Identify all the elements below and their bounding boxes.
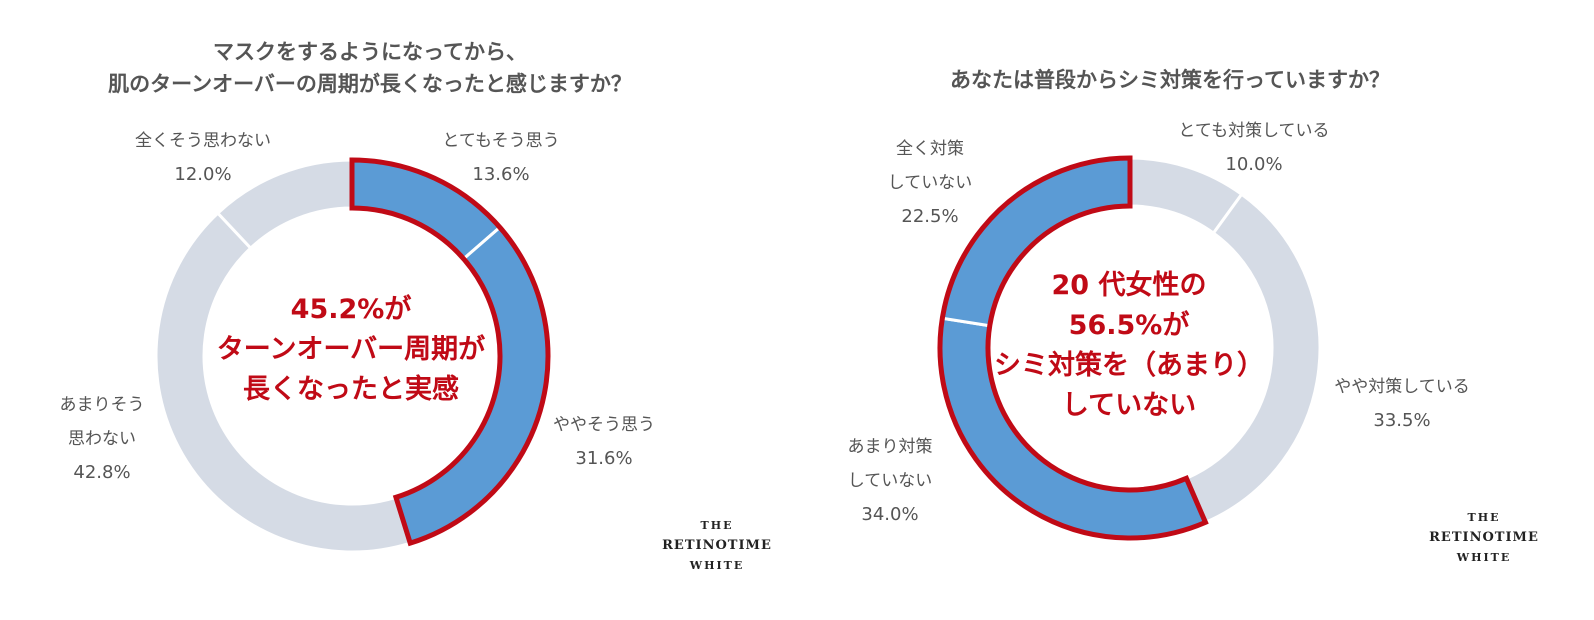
brand-line: THE (1467, 511, 1501, 524)
slice-label: していない (847, 471, 933, 491)
slice-label: していない (887, 173, 973, 193)
slice-label: あまり対策 (847, 437, 933, 457)
chart1-title: マスクをするようになってから、 肌のターンオーバーの周期が長くなったと感じますか… (20, 36, 720, 100)
slice-value: 13.6% (472, 164, 530, 185)
center-line: 20 代女性の (1051, 270, 1207, 301)
slice-label: 全く対策 (896, 139, 964, 159)
brand-line: RETINOTIME (1429, 530, 1539, 545)
chart1-center-text: 45.2%が ターンオーバー周期が 長くなったと実感 (217, 290, 485, 410)
chart2-center-text: 20 代女性の 56.5%が シミ対策を（あまり） していない (994, 266, 1264, 426)
slice-label: あまりそう (59, 395, 145, 415)
center-line: 長くなったと実感 (242, 374, 459, 405)
slice-value: 12.0% (174, 164, 232, 185)
brand-logo-1: THE RETINOTIME WHITE (662, 516, 772, 576)
center-line: していない (1061, 390, 1197, 421)
slice-label: やや対策している (1334, 377, 1470, 397)
slice-value: 31.6% (575, 448, 633, 469)
brand-line: WHITE (1456, 551, 1512, 564)
center-line: 56.5%が (1068, 310, 1190, 341)
chart2-title-line1: あなたは普段からシミ対策を行っていますか？ (950, 68, 1390, 92)
slice-label: とてもそう思う (442, 131, 560, 151)
chart2-label-amari: あまり対策 していない 34.0% (848, 430, 933, 532)
chart1-title-line1: マスクをするようになってから、 (213, 40, 527, 64)
chart2-highlight-outline (937, 155, 1209, 541)
chart1-title-line2: 肌のターンオーバーの周期が長くなったと感じますか？ (108, 72, 632, 96)
center-line: 45.2%が (290, 294, 412, 325)
slice-value: 22.5% (901, 206, 959, 227)
center-line: シミ対策を（あまり） (994, 350, 1264, 381)
chart1-label-totemo: とてもそう思う 13.6% (442, 124, 559, 192)
chart1-slice-3 (154, 211, 413, 554)
slice-value: 34.0% (861, 504, 919, 525)
chart2-label-yaya: やや対策している 33.5% (1334, 370, 1470, 438)
brand-line: THE (700, 519, 734, 532)
slice-value: 33.5% (1373, 410, 1431, 431)
chart1-label-mattaku: 全くそう思わない 12.0% (135, 124, 271, 192)
brand-logo-2: THE RETINOTIME WHITE (1429, 508, 1539, 568)
center-line: ターンオーバー周期が (216, 334, 486, 365)
chart1-highlight-outline (349, 157, 551, 547)
brand-line: WHITE (689, 559, 745, 572)
slice-label: 全くそう思わない (135, 131, 271, 151)
chart1-label-yaya: ややそう思う 31.6% (553, 408, 655, 476)
chart2-label-mattaku: 全く対策 していない 22.5% (888, 132, 973, 234)
slice-value: 42.8% (73, 462, 131, 483)
slice-label: とても対策している (1178, 121, 1330, 141)
slice-label: ややそう思う (553, 415, 655, 435)
slice-value: 10.0% (1225, 154, 1283, 175)
chart2-label-totemo: とても対策している 10.0% (1178, 114, 1329, 182)
brand-line: RETINOTIME (662, 538, 772, 553)
chart1-label-amari: あまりそう 思わない 42.8% (60, 388, 145, 490)
slice-label: 思わない (68, 429, 136, 449)
chart2-title: あなたは普段からシミ対策を行っていますか？ (820, 64, 1520, 96)
